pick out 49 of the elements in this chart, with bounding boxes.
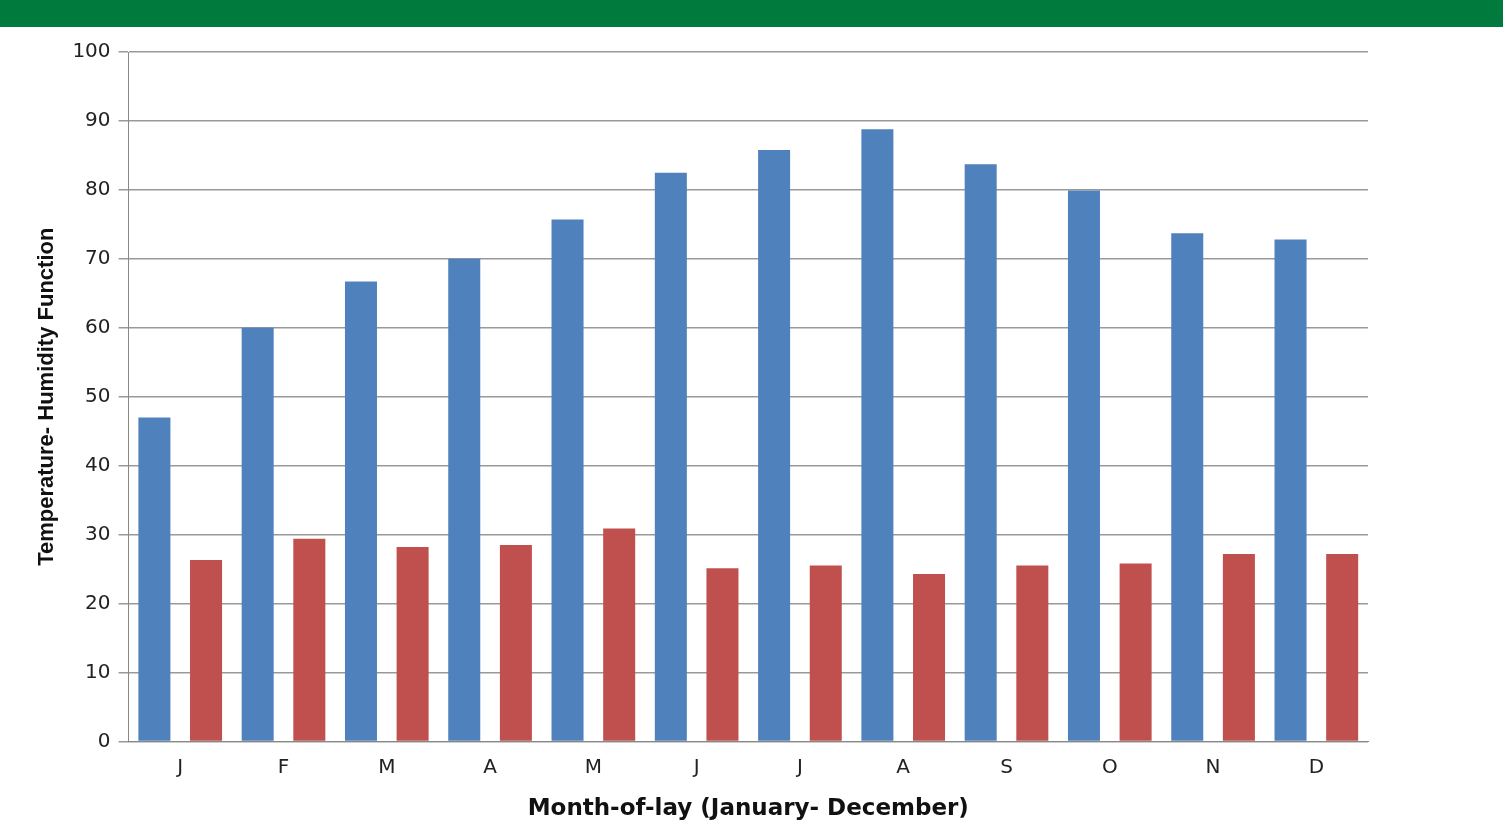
x-tick-label: N: [1205, 753, 1221, 778]
x-tick-label: M: [378, 753, 396, 778]
y-tick-label: 30: [85, 520, 111, 545]
bar: [913, 573, 946, 741]
x-tick-label: A: [483, 753, 498, 778]
bar: [1119, 563, 1152, 741]
x-tick-label: M: [584, 753, 602, 778]
bar: [551, 219, 584, 741]
y-tick-label: 60: [85, 313, 111, 338]
x-tick-label: O: [1101, 753, 1118, 778]
y-tick-label: 80: [85, 176, 111, 201]
x-tick-label: J: [794, 753, 803, 778]
y-tick-label: 100: [72, 38, 111, 63]
bar: [964, 164, 997, 741]
bar: [1171, 233, 1204, 741]
bar: [654, 172, 687, 741]
x-tick-label: S: [1000, 753, 1013, 778]
y-axis-title: Temperature- Humidity Function: [33, 227, 59, 566]
y-tick-label: 20: [85, 589, 111, 614]
x-axis-title: Month-of-lay (January- December): [527, 794, 969, 821]
bar: [344, 281, 377, 741]
bar: [1016, 565, 1049, 741]
bar: [861, 129, 894, 741]
y-tick-label: 10: [85, 658, 111, 683]
bar: [809, 565, 842, 741]
x-tick-label: A: [896, 753, 911, 778]
bar: [1222, 553, 1255, 741]
bar: [448, 258, 481, 741]
x-tick-label: J: [175, 753, 184, 778]
x-tick-label: J: [691, 753, 700, 778]
bar: [706, 568, 739, 741]
bar: [396, 546, 429, 741]
bar: [190, 560, 223, 741]
bar: [293, 538, 326, 741]
bar: [1274, 239, 1307, 741]
x-tick-label: F: [277, 753, 290, 778]
bar: [138, 417, 171, 741]
y-tick-label: 50: [85, 382, 111, 407]
x-tick-label: D: [1308, 753, 1325, 778]
bar: [603, 528, 636, 741]
bar: [758, 149, 791, 741]
y-tick-label: 70: [85, 245, 111, 270]
bar: [241, 327, 274, 741]
bar: [1326, 553, 1359, 741]
y-tick-label: 0: [97, 727, 111, 752]
y-tick-label: 40: [85, 451, 111, 476]
y-tick-label: 90: [85, 107, 111, 132]
bar: [499, 544, 532, 741]
bar: [1067, 190, 1100, 741]
